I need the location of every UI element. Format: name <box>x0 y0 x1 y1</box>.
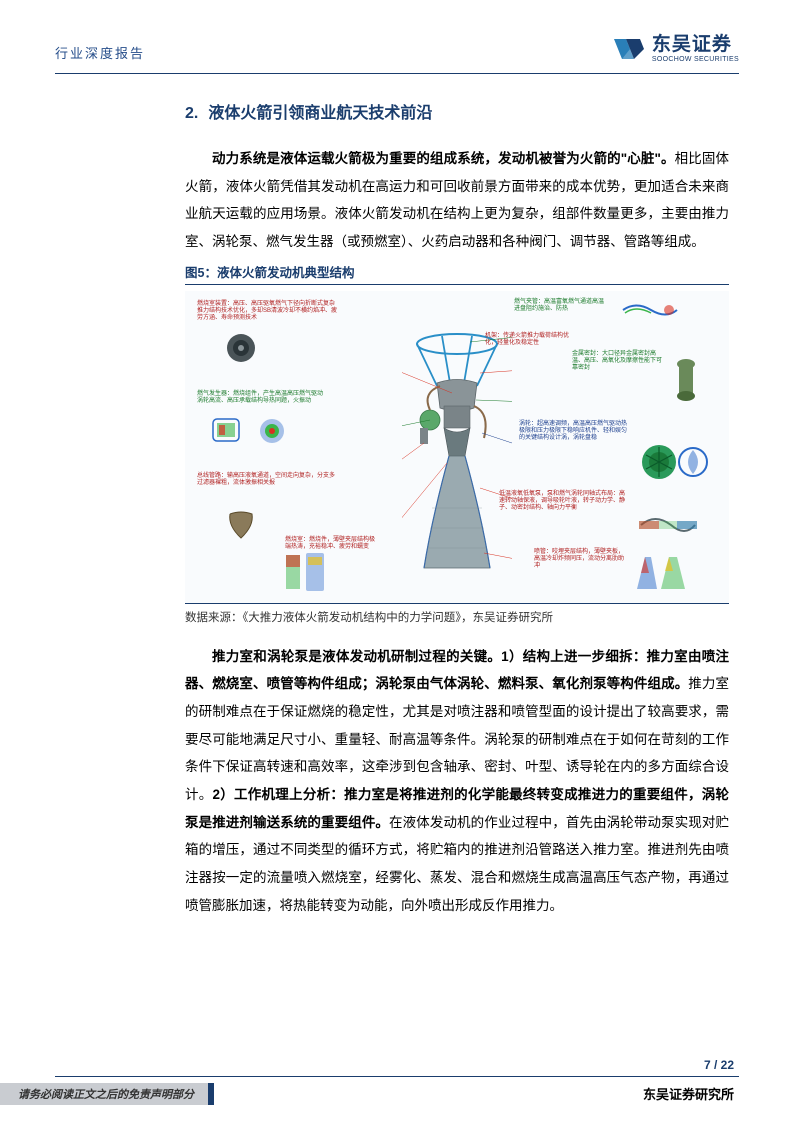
section-title-text: 液体火箭引领商业航天技术前沿 <box>208 105 432 122</box>
logo-text-en: SOOCHOW SECURITIES <box>652 56 739 63</box>
figure-diagram: 燃烧室装置：高压、高压驱氧燃气下径向折断式复杂推力结构技术优化，多却SB清波冷却… <box>185 291 729 603</box>
callout-label: 金属密封：大口径异金属密封高温、高压、高氧化及摩擦性能下可靠密封 <box>572 351 667 373</box>
disclaimer-text: 请务必阅读正文之后的免责声明部分 <box>18 1086 194 1102</box>
callout-label: 机架：传递火箭推力载荷结构优化，轻量化及稳定性 <box>485 333 570 347</box>
page-number: 7 / 22 <box>704 1058 734 1072</box>
component-thumb <box>621 299 679 321</box>
component-thumb <box>205 411 247 449</box>
component-thumb <box>220 329 262 367</box>
logo-mark-icon <box>612 35 646 63</box>
component-thumb <box>257 416 287 446</box>
brand-logo: 东吴证券 SOOCHOW SECURITIES <box>612 35 739 63</box>
figure-source: 数据来源：《大推力液体火箭发动机结构中的力学问题》，东吴证券研究所 <box>185 603 729 625</box>
paragraph-1: 动力系统是液体运载火箭极为重要的组成系统，发动机被誉为火箭的"心脏"。相比固体火… <box>185 145 729 256</box>
page-footer: 7 / 22 请务必阅读正文之后的免责声明部分 东吴证券研究所 <box>0 1048 794 1123</box>
callout-label: 燃烧室装置：高压、高压驱氧燃气下径向折断式复杂推力结构技术优化，多却SB清波冷却… <box>197 301 337 323</box>
p2-mid: 推力室的研制难点在于保证燃烧的稳定性，尤其是对喷注器和喷管型面的设计提出了较高要… <box>185 676 729 802</box>
paragraph-2: 推力室和涡轮泵是液体发动机研制过程的关键。1）结构上进一步细拆：推力室由喷注器、… <box>185 643 729 920</box>
component-thumb <box>639 441 709 483</box>
callout-label: 总线管路：输高压液氧通道，空间走向复杂，分支多过滤器裸粗，流体激振相关报 <box>197 473 337 487</box>
footer-org: 东吴证券研究所 <box>643 1084 734 1103</box>
figure-caption: 图5：液体火箭发动机典型结构 <box>185 262 729 285</box>
component-thumb <box>637 509 699 541</box>
component-thumb <box>220 506 262 544</box>
page-header: 行业深度报告 东吴证券 SOOCHOW SECURITIES <box>55 35 739 63</box>
section-heading: 2. 液体火箭引领商业航天技术前沿 <box>185 99 729 123</box>
component-thumb <box>280 551 328 593</box>
header-category: 行业深度报告 <box>55 35 145 62</box>
header-divider <box>55 73 739 74</box>
logo-text-cn: 东吴证券 <box>652 35 739 54</box>
callout-label: 燃气夹管：高温富氧燃气通道高温进盘阻约施治、防热 <box>514 299 609 313</box>
footer-divider <box>55 1076 739 1077</box>
component-thumb <box>675 356 697 404</box>
p1-lead-bold: 动力系统是液体运载火箭极为重要的组成系统，发动机被誉为火箭的"心脏"。 <box>212 151 675 166</box>
section-number: 2. <box>185 105 198 122</box>
component-thumb <box>633 553 689 593</box>
engine-schematic-icon <box>402 328 512 578</box>
callout-label: 涡轮：超高速调频，高温高压燃气驱动热极限和压力极限下稳响应机件、轻和娱匀的关键结… <box>519 421 629 443</box>
callout-label: 燃气发生器：燃烧组件，产生高温高压燃气驱动涡轮高流、高压承载结构导热同题，火振动 <box>197 391 327 405</box>
p2-bold-a: 推力室和涡轮泵是液体发动机研制过程的关键。1）结构上进一步细拆：推力室由喷注器、… <box>185 649 729 692</box>
callout-label: 喷管：咬埋夹层结构，薄壁夹板，高温冷却炸频同压，流动分离肋助冲 <box>534 549 624 571</box>
callout-label: 低温液氧低氧泵，泵和燃气涡轮同轴式布局：高速转动轴保液，调导吸轮叶液，转子动力学… <box>499 491 629 513</box>
disclaimer-bar: 请务必阅读正文之后的免责声明部分 <box>0 1083 214 1105</box>
callout-label: 燃烧室：燃烧件，薄壁夹层结构极端热涛，充裕稳冲、疲劳和蠕变 <box>285 537 375 551</box>
